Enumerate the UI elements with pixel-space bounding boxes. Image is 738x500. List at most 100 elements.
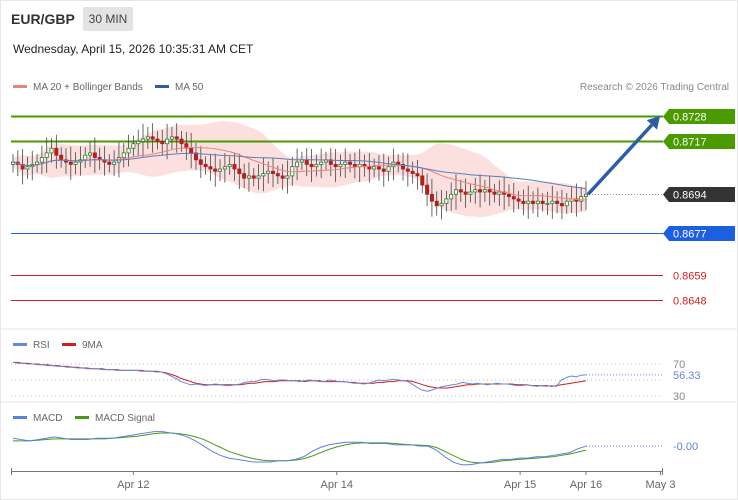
credit-text: Research © 2026 Trading Central: [580, 82, 729, 93]
level-label-current: 0.8694: [673, 190, 707, 202]
candle-body: [285, 175, 290, 179]
candle-body: [458, 189, 463, 193]
moving-averages: [12, 147, 587, 201]
forecast-arrow-shaft: [586, 123, 654, 196]
forecast-arrow-head: [646, 116, 660, 130]
legend-macd-signal-label: MACD Signal: [95, 413, 155, 424]
candle-body: [44, 152, 49, 158]
candle-body: [372, 166, 377, 170]
level-tag-resistance: [663, 109, 735, 124]
candle-body: [126, 147, 131, 154]
candle-body: [381, 168, 386, 172]
level-label-pivot: 0.8677: [673, 229, 707, 241]
legend-macd-signal-swatch: [75, 416, 89, 419]
legend-ma50-label: MA 50: [175, 82, 204, 93]
level-label-support: 0.8659: [673, 271, 707, 283]
candle-body: [266, 170, 271, 175]
candle-body: [516, 198, 521, 202]
candle-body: [169, 136, 174, 140]
candle-body: [198, 159, 203, 165]
candle-body: [222, 166, 227, 170]
candle-body: [584, 193, 589, 198]
candle-body: [160, 140, 165, 145]
candle-body: [449, 193, 454, 200]
candle-body: [564, 200, 569, 207]
candle-body: [511, 196, 516, 200]
candle-body: [39, 157, 44, 163]
candle-body: [189, 147, 194, 154]
legend-rsi-swatch: [13, 343, 27, 346]
candle-body: [453, 189, 458, 195]
candle-body: [420, 175, 425, 186]
level-label-resistance: 0.8717: [673, 137, 707, 149]
candle-body: [174, 136, 179, 140]
candle-body: [251, 175, 256, 179]
candle-body: [540, 200, 545, 204]
rsi-tick-label: 30: [673, 391, 685, 403]
candle-body: [343, 161, 348, 165]
timeframe-button[interactable]: 30 MIN: [83, 7, 133, 31]
candle-body: [506, 193, 511, 198]
candle-body: [545, 203, 550, 205]
candle-body: [275, 173, 280, 177]
candle-body: [213, 168, 218, 172]
candle-body: [550, 200, 555, 204]
candle-body: [208, 166, 213, 170]
x-tick-label: Apr 15: [504, 479, 536, 491]
candle-body: [309, 163, 314, 168]
candle-body: [218, 168, 223, 172]
x-tick-label: Apr 16: [570, 479, 602, 491]
candle-body: [150, 136, 155, 140]
candle-body: [559, 203, 564, 207]
candle-body: [497, 191, 502, 195]
legend-ma20-swatch: [13, 85, 27, 88]
candle-body: [136, 140, 141, 145]
candle-body: [333, 163, 338, 168]
candle-body: [83, 154, 88, 161]
level-tag-current: [663, 187, 735, 202]
candle-body: [20, 163, 25, 170]
price-legend: MA 20 + Bollinger Bands MA 50: [13, 82, 204, 93]
candle-body: [295, 161, 300, 168]
macd-last-value: -0.00: [673, 441, 698, 453]
candle-body: [473, 189, 478, 193]
candle-body: [487, 189, 492, 193]
x-tick-label: Apr 12: [117, 479, 149, 491]
candle-body: [271, 170, 276, 175]
candle-body: [526, 200, 531, 204]
candle-body: [304, 159, 309, 165]
candle-body: [405, 168, 410, 172]
macd-legend: MACD MACD Signal: [13, 413, 155, 424]
candle-body: [386, 166, 391, 172]
candle-body: [429, 193, 434, 202]
bollinger-band: [13, 120, 586, 218]
level-tag-pivot: [663, 226, 735, 241]
candle-body: [145, 136, 150, 140]
x-axis: Apr 12 Apr 14 Apr 15 Apr 16 May 3: [11, 468, 675, 491]
candle-body: [261, 173, 266, 177]
candle-body: [555, 200, 560, 204]
candle-body: [88, 152, 93, 156]
candle-body: [338, 163, 343, 168]
candle-body: [463, 191, 468, 195]
candle-body: [68, 161, 73, 165]
legend-macd-swatch: [13, 416, 27, 419]
candle-body: [478, 189, 483, 193]
rsi-panel: 70 30 56.33: [11, 359, 701, 403]
candle-body: [401, 163, 406, 170]
x-tick-label: Apr 14: [321, 479, 353, 491]
legend-rsi-ma-swatch: [62, 343, 76, 346]
candle-body: [376, 166, 381, 170]
candle-body: [92, 152, 97, 158]
currency-pair-title: EUR/GBP: [11, 11, 75, 27]
candle-body: [444, 198, 449, 204]
x-tick-label: May 3: [646, 479, 676, 491]
candle-body: [193, 152, 198, 161]
rsi-legend: RSI 9MA: [13, 340, 103, 351]
candle-body: [415, 173, 420, 177]
candle-body: [107, 161, 112, 165]
candle-body: [319, 161, 324, 165]
rsi-line: [12, 361, 587, 392]
ma50-line: [12, 152, 587, 190]
